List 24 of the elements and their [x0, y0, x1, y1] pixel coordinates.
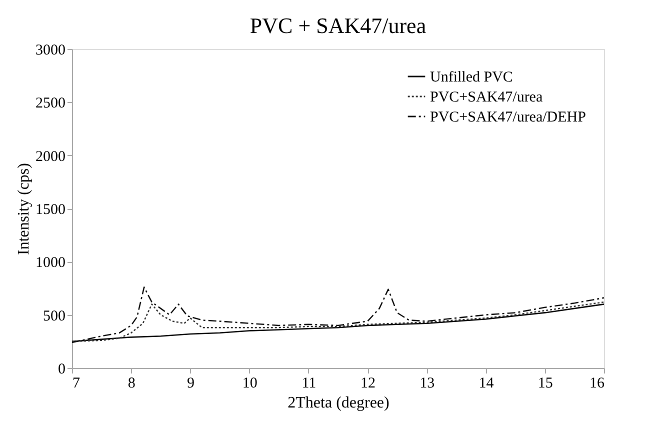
x-axis-title: 2Theta (degree): [288, 394, 390, 412]
x-tick-label: 9: [186, 376, 194, 392]
legend-label: PVC+SAK47/urea: [430, 90, 543, 106]
line-series: [71, 286, 605, 344]
y-tick-label: 500: [43, 308, 66, 324]
x-tick-label: 12: [360, 376, 376, 392]
x-tick-label: 13: [420, 376, 435, 392]
x-tick-label: 10: [242, 376, 258, 392]
legend-label: Unfilled PVC: [430, 70, 513, 86]
x-tick-label: 14: [478, 376, 494, 392]
x-tick-label: 7: [72, 376, 80, 392]
y-tick-label: 1000: [36, 255, 66, 272]
x-tick-label: 11: [302, 376, 316, 392]
y-tick-label: 0: [58, 362, 66, 378]
chart-title: PVC + SAK47/urea: [250, 13, 426, 38]
x-tick-label: 8: [128, 376, 136, 392]
x-tick-label: 15: [538, 376, 553, 392]
y-tick-label: 2500: [36, 96, 66, 112]
y-tick-label: 3000: [36, 42, 66, 58]
y-tick-label: 2000: [36, 148, 66, 165]
legend-label: PVC+SAK47/urea/DEHP: [430, 110, 586, 126]
y-axis-title: Intensity (cps): [16, 163, 32, 255]
x-tick-label: 16: [590, 376, 605, 392]
y-tick-label: 1500: [36, 202, 66, 218]
